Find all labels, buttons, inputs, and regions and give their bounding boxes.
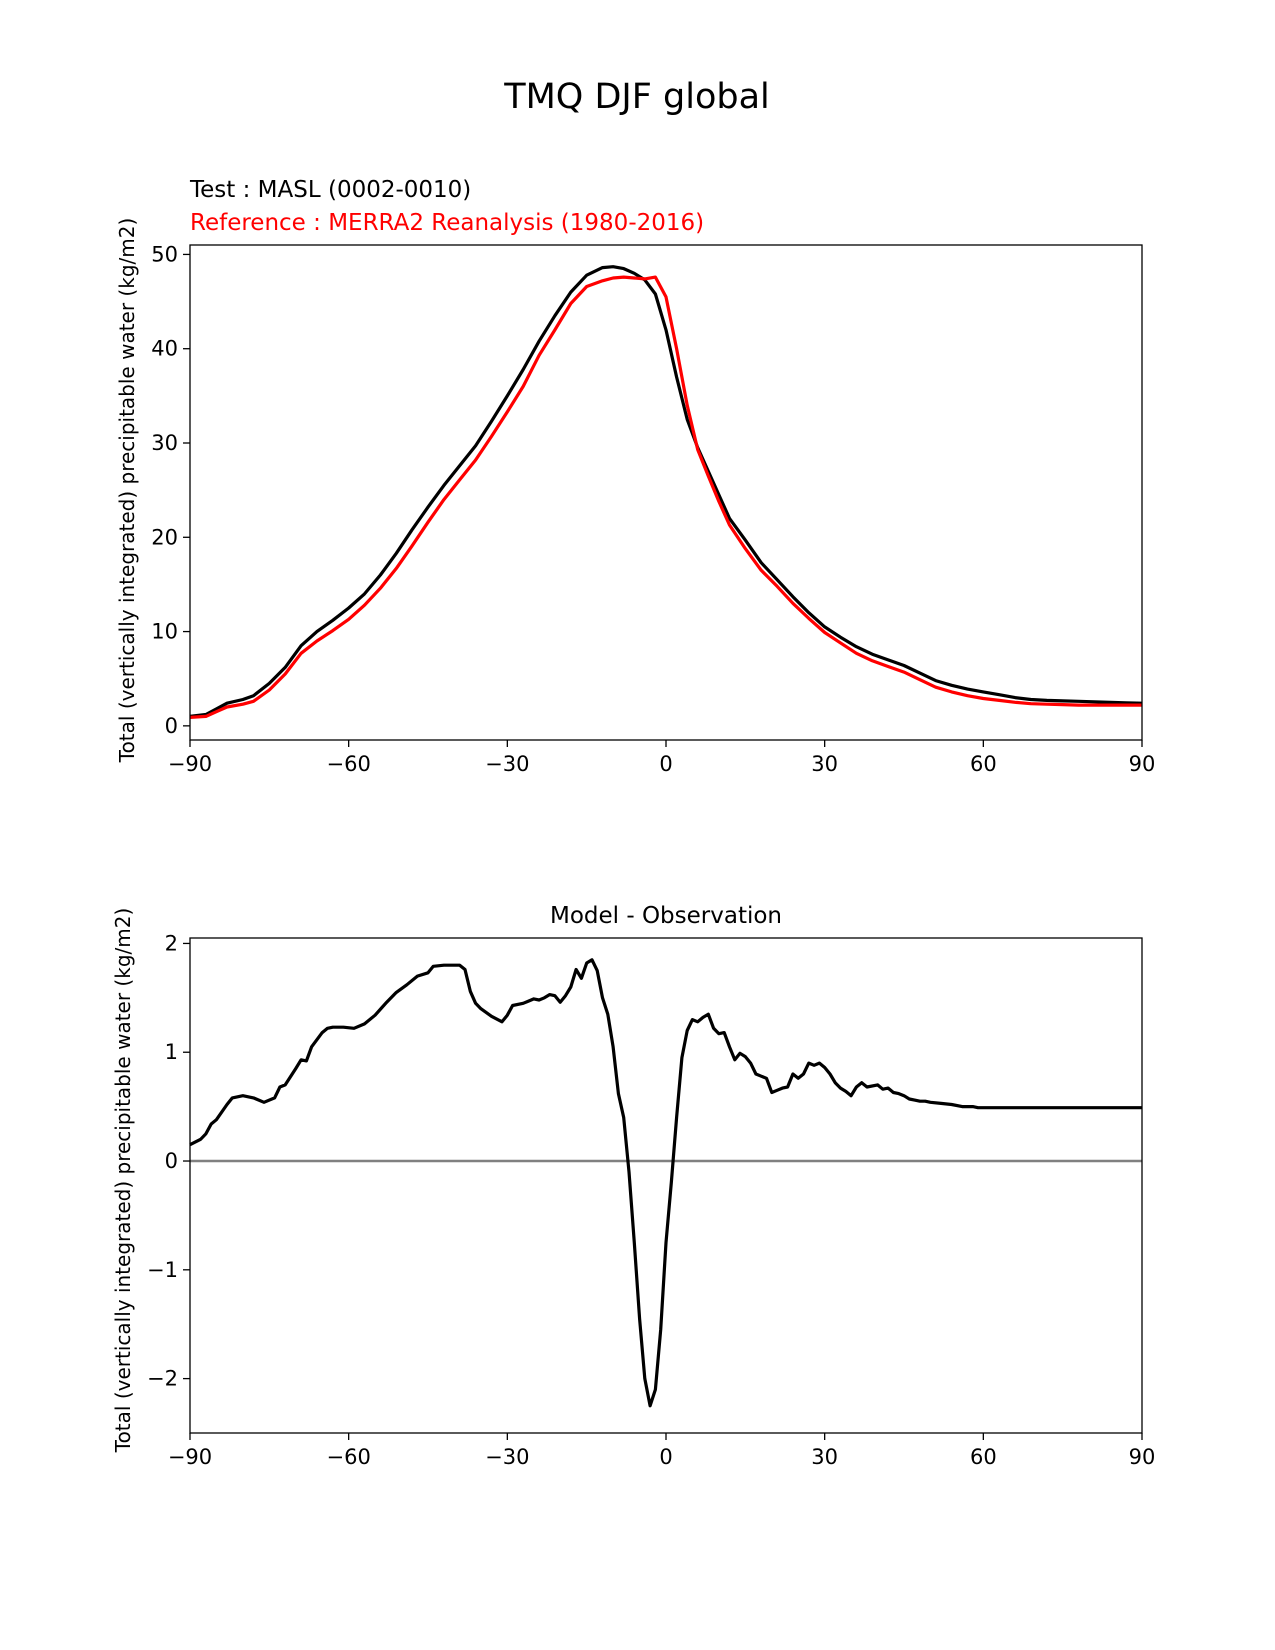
x-tick-label: 60 [970, 1445, 997, 1469]
top-plot-frame [189, 244, 1143, 741]
x-tick-label: 0 [659, 1445, 672, 1469]
y-tick-label: −1 [147, 1258, 178, 1282]
y-tick-label: 20 [151, 525, 178, 549]
x-tick-label: 0 [659, 752, 672, 776]
y-tick-label: 10 [151, 620, 178, 644]
x-tick-label: −60 [327, 752, 371, 776]
x-tick-label: −90 [168, 752, 212, 776]
y-tick-label: 40 [151, 337, 178, 361]
x-tick-label: 60 [970, 752, 997, 776]
y-tick-label: 0 [165, 1149, 178, 1173]
x-tick-label: −60 [327, 1445, 371, 1469]
bottom-plot-frame [189, 937, 1143, 1434]
bottom-panel: Model - Observation Total (vertically in… [111, 903, 1155, 1469]
x-tick-label: −30 [485, 752, 529, 776]
y-tick-label: −2 [147, 1367, 178, 1391]
x-tick-label: 90 [1129, 752, 1156, 776]
x-tick-label: 90 [1129, 1445, 1156, 1469]
x-tick-label: −90 [168, 1445, 212, 1469]
figure-title: TMQ DJF global [503, 77, 770, 117]
y-tick-label: 30 [151, 431, 178, 455]
y-tick-label: 50 [151, 242, 178, 266]
test-label: Test : MASL (0002-0010) [189, 177, 471, 203]
x-tick-label: 30 [811, 1445, 838, 1469]
x-tick-label: 30 [811, 752, 838, 776]
y-tick-label: 2 [165, 931, 178, 955]
reference-label: Reference : MERRA2 Reanalysis (1980-2016… [190, 210, 704, 236]
top-y-axis-label: Total (vertically integrated) precipitab… [115, 218, 139, 764]
bottom-y-axis-label: Total (vertically integrated) precipitab… [111, 908, 135, 1454]
test-series-line [189, 265, 1143, 718]
reference-series-line [189, 275, 1142, 719]
top-panel: Test : MASL (0002-0010) Reference : MERR… [115, 177, 1155, 776]
y-tick-label: 0 [165, 714, 178, 738]
y-tick-label: 1 [165, 1040, 178, 1064]
x-tick-label: −30 [485, 1445, 529, 1469]
bottom-title: Model - Observation [550, 903, 782, 929]
diff-series-line [189, 958, 1142, 1408]
